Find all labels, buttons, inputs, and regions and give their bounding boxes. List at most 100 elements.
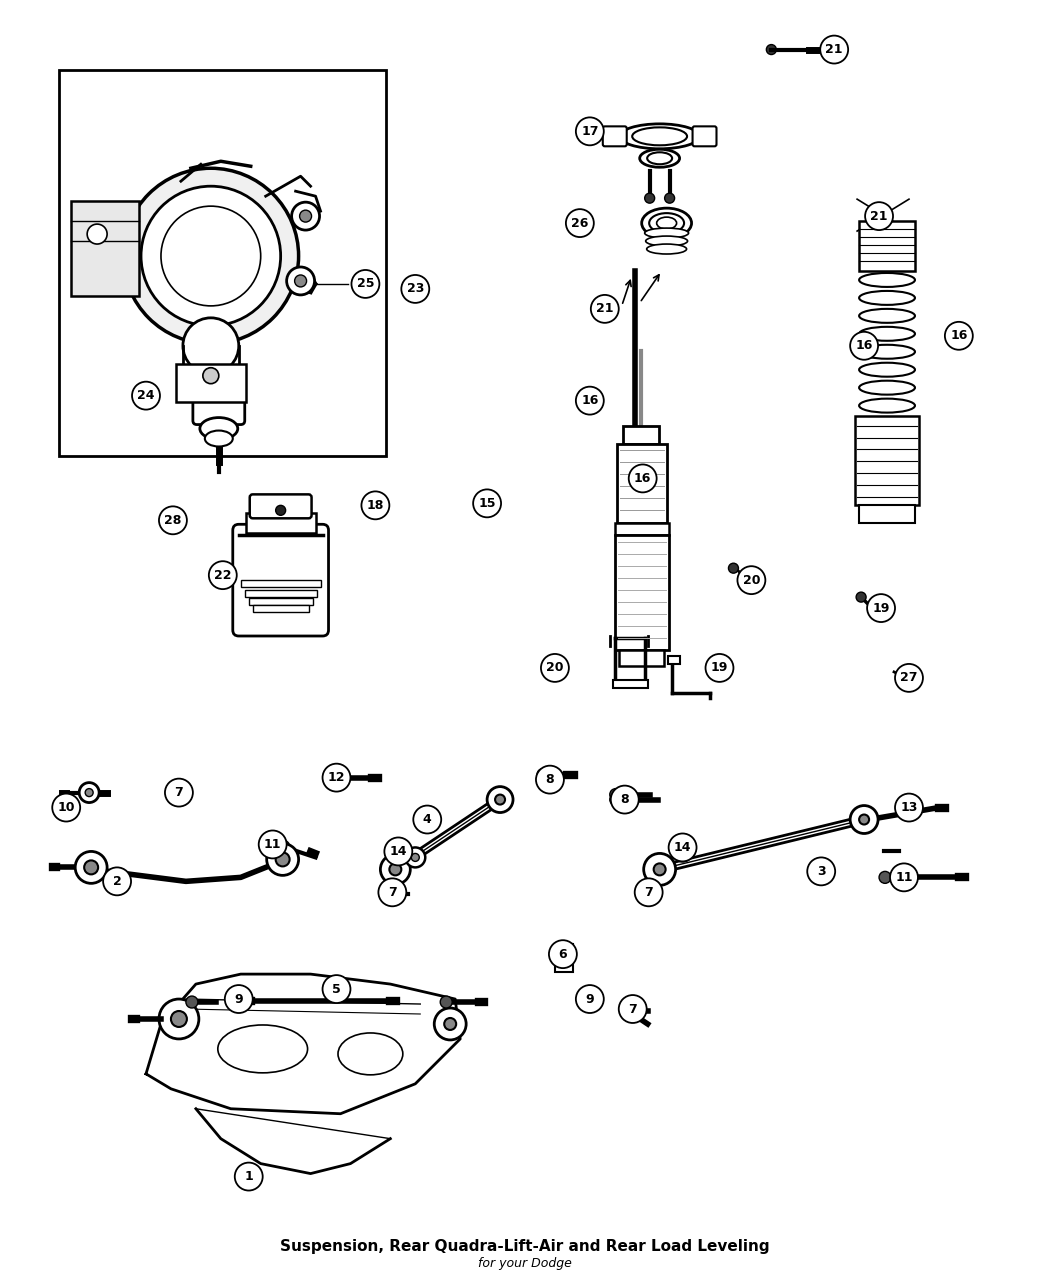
Text: 7: 7 [174, 787, 184, 799]
Circle shape [322, 975, 351, 1003]
FancyBboxPatch shape [250, 495, 312, 519]
Text: 6: 6 [559, 947, 567, 960]
Ellipse shape [859, 273, 915, 287]
Circle shape [103, 867, 131, 895]
Ellipse shape [646, 236, 688, 246]
FancyBboxPatch shape [233, 524, 329, 636]
Circle shape [161, 207, 260, 306]
Circle shape [183, 317, 238, 374]
Text: 5: 5 [332, 983, 341, 996]
Text: 19: 19 [873, 602, 889, 615]
Circle shape [610, 789, 622, 801]
Text: 13: 13 [900, 801, 918, 813]
Bar [240, 580, 320, 586]
Circle shape [159, 1000, 198, 1039]
Bar [855, 416, 919, 505]
Text: 12: 12 [328, 771, 345, 784]
Circle shape [352, 270, 379, 298]
Circle shape [850, 332, 878, 360]
Circle shape [807, 857, 835, 885]
Ellipse shape [338, 1033, 403, 1075]
FancyBboxPatch shape [603, 126, 627, 147]
Circle shape [859, 815, 869, 825]
Circle shape [879, 871, 891, 884]
Circle shape [706, 654, 734, 682]
Text: 23: 23 [406, 283, 424, 296]
Circle shape [440, 996, 453, 1009]
Circle shape [299, 210, 312, 222]
Text: 15: 15 [479, 497, 496, 510]
Ellipse shape [205, 431, 233, 446]
Text: 20: 20 [742, 574, 760, 586]
Circle shape [669, 834, 696, 862]
Circle shape [566, 209, 594, 237]
Ellipse shape [859, 381, 915, 395]
Circle shape [496, 794, 505, 805]
Bar [71, 201, 139, 296]
Bar [618, 650, 664, 666]
Ellipse shape [200, 418, 237, 440]
Circle shape [267, 844, 298, 876]
Text: 16: 16 [581, 394, 598, 407]
Ellipse shape [656, 217, 676, 230]
Circle shape [159, 506, 187, 534]
Circle shape [52, 793, 80, 821]
Circle shape [295, 275, 307, 287]
Text: 16: 16 [950, 329, 967, 342]
Circle shape [414, 806, 441, 834]
Circle shape [575, 386, 604, 414]
Circle shape [867, 594, 895, 622]
Circle shape [536, 766, 564, 793]
Circle shape [549, 940, 576, 968]
Circle shape [378, 878, 406, 907]
Bar [554, 945, 573, 972]
Circle shape [945, 321, 972, 349]
Text: 7: 7 [645, 886, 653, 899]
Circle shape [678, 848, 687, 856]
Circle shape [435, 1009, 466, 1040]
Circle shape [618, 994, 647, 1023]
Circle shape [171, 1011, 187, 1026]
Ellipse shape [859, 291, 915, 305]
Circle shape [405, 848, 425, 867]
Circle shape [665, 194, 674, 203]
Ellipse shape [632, 128, 687, 145]
Text: 26: 26 [571, 217, 589, 230]
Circle shape [895, 793, 923, 821]
Text: 3: 3 [817, 864, 825, 878]
Circle shape [209, 561, 236, 589]
Text: 16: 16 [634, 472, 651, 484]
Circle shape [412, 853, 419, 862]
Text: 2: 2 [112, 875, 122, 887]
Circle shape [390, 863, 401, 876]
Text: 8: 8 [546, 773, 554, 787]
Circle shape [276, 853, 290, 867]
Bar [668, 655, 679, 664]
Circle shape [165, 779, 193, 807]
Text: 21: 21 [596, 302, 613, 315]
Circle shape [644, 853, 675, 885]
Text: 7: 7 [388, 886, 397, 899]
Text: 14: 14 [674, 842, 691, 854]
Circle shape [225, 986, 253, 1014]
Circle shape [203, 367, 218, 384]
Circle shape [401, 275, 429, 303]
Circle shape [186, 996, 197, 1009]
Circle shape [575, 117, 604, 145]
Bar [253, 606, 309, 612]
Circle shape [820, 36, 848, 64]
Circle shape [591, 295, 618, 323]
Text: 24: 24 [138, 389, 154, 402]
Ellipse shape [639, 149, 679, 167]
Bar [613, 680, 648, 688]
Circle shape [625, 1005, 636, 1017]
Text: 27: 27 [900, 672, 918, 685]
Circle shape [361, 491, 390, 519]
Text: Suspension, Rear Quadra-Lift-Air and Rear Load Leveling: Suspension, Rear Quadra-Lift-Air and Rea… [280, 1239, 770, 1253]
Ellipse shape [620, 124, 699, 149]
Ellipse shape [647, 152, 672, 164]
Text: 19: 19 [711, 662, 728, 674]
Circle shape [132, 381, 160, 409]
Circle shape [444, 1017, 456, 1030]
Circle shape [890, 863, 918, 891]
